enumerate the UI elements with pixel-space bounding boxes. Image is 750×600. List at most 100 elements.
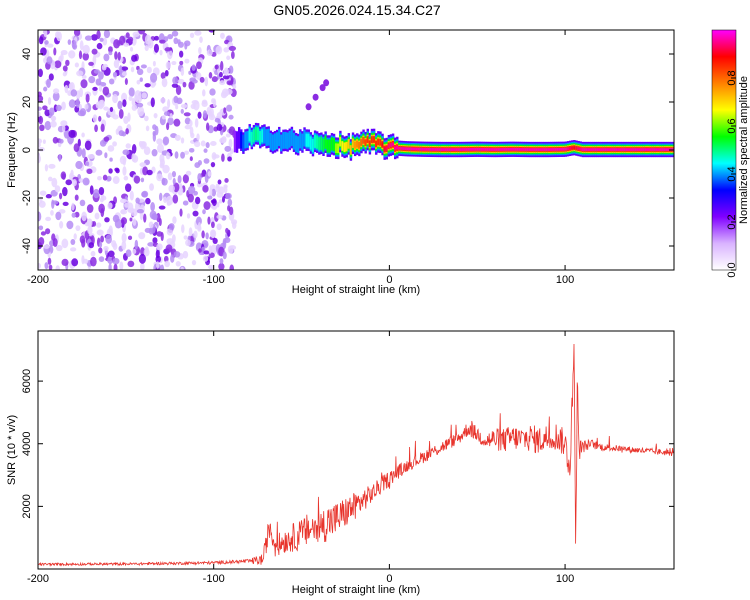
ridge-segment (383, 147, 386, 151)
noise-blob (211, 188, 217, 197)
ridge-segment (644, 148, 648, 151)
noise-blob (214, 212, 219, 222)
ridge-segment (539, 148, 542, 151)
noise-blob (189, 120, 193, 127)
noise-blob (173, 251, 181, 258)
noise-blob (127, 112, 131, 122)
noise-blob (159, 39, 166, 44)
noise-blob (121, 232, 127, 243)
noise-blob (70, 169, 74, 178)
noise-blob (165, 61, 171, 70)
ridge-segment (463, 148, 466, 151)
ridge-segment (568, 146, 572, 150)
noise-blob (160, 72, 166, 79)
noise-blob (189, 156, 193, 162)
noise-blob (95, 101, 101, 109)
noise-blob (118, 108, 124, 119)
ridge-segment (246, 131, 249, 148)
noise-blob (61, 101, 66, 111)
noise-blob (217, 179, 222, 185)
noise-blob (99, 139, 107, 147)
noise-blob (129, 190, 134, 201)
noise-blob (208, 264, 215, 270)
noise-blob (131, 104, 138, 111)
noise-blob (50, 209, 54, 216)
noise-blob (78, 50, 83, 60)
noise-blob (198, 47, 202, 55)
noise-blob (70, 247, 77, 252)
noise-blob (93, 188, 100, 199)
noise-blob (119, 198, 127, 204)
noise-blob (190, 132, 195, 139)
noise-blob (223, 67, 230, 76)
noise-blob (108, 78, 115, 85)
colorbar-ticks: 0.0 0.2 0.4 0.6 0.8 (726, 70, 738, 277)
noise-blob (87, 154, 95, 159)
noise-blob (208, 252, 215, 259)
noise-blob (191, 260, 197, 266)
noise-blob (109, 157, 113, 162)
noise-blob (129, 217, 133, 222)
noise-blob (207, 171, 212, 177)
noise-blob (212, 237, 218, 244)
noise-blob (224, 145, 232, 152)
noise-blob (208, 245, 212, 254)
ridge-segment (292, 132, 296, 150)
ridge-segment (665, 148, 669, 151)
noise-blob (84, 35, 93, 41)
y-tick-label: 0 (21, 147, 33, 153)
ridge-segment (434, 148, 437, 151)
noise-blob (191, 99, 199, 105)
noise-blob (153, 35, 160, 41)
noise-blob (124, 202, 130, 208)
ridge-segment (375, 140, 378, 148)
ridge-segment (440, 148, 443, 151)
noise-blob (161, 178, 168, 186)
ridge-segment (332, 137, 336, 152)
noise-blob (156, 231, 163, 237)
ridge-segment (467, 148, 471, 151)
snr-y-label: SNR (10 * v/v) (6, 415, 18, 485)
ridge-segment (400, 147, 403, 150)
ridge-segment (360, 139, 363, 146)
ridge-segment (522, 148, 526, 151)
noise-blob (150, 202, 155, 212)
noise-blob (184, 117, 191, 125)
noise-blob (228, 65, 234, 74)
noise-blob (125, 128, 129, 135)
noise-blob (86, 218, 93, 228)
ridge-segment (649, 148, 652, 151)
noise-blob (120, 209, 126, 215)
noise-blob (109, 106, 114, 113)
ridge-segment (294, 135, 298, 153)
noise-blob (202, 255, 209, 262)
ridge-segment (571, 146, 574, 150)
noise-blob (72, 178, 77, 187)
noise-blob (216, 201, 220, 208)
noise-blob (112, 141, 117, 147)
noise-blob (102, 86, 110, 96)
noise-blob (131, 152, 136, 162)
ridge-segment (617, 148, 620, 151)
snr-x-ticks: -200 -100 0 100 (27, 331, 574, 585)
ridge-segment (528, 148, 532, 151)
ridge-segment (248, 128, 251, 142)
noise-blob (67, 90, 72, 97)
noise-blob (86, 204, 94, 213)
noise-blob (99, 197, 104, 203)
noise-blob (220, 60, 224, 71)
ridge-segment (545, 148, 549, 151)
noise-blob (215, 185, 221, 193)
noise-blob (231, 221, 237, 230)
noise-blob (95, 149, 103, 156)
ridge-segment (661, 148, 665, 151)
noise-blob (154, 125, 159, 136)
noise-blob (218, 262, 225, 270)
noise-blob (85, 93, 90, 103)
ridge-segment (533, 148, 536, 151)
noise-blob (60, 50, 68, 56)
ridge-segment (431, 148, 435, 151)
noise-blob (71, 202, 75, 211)
noise-blob (131, 143, 137, 154)
noise-blob (201, 230, 205, 239)
